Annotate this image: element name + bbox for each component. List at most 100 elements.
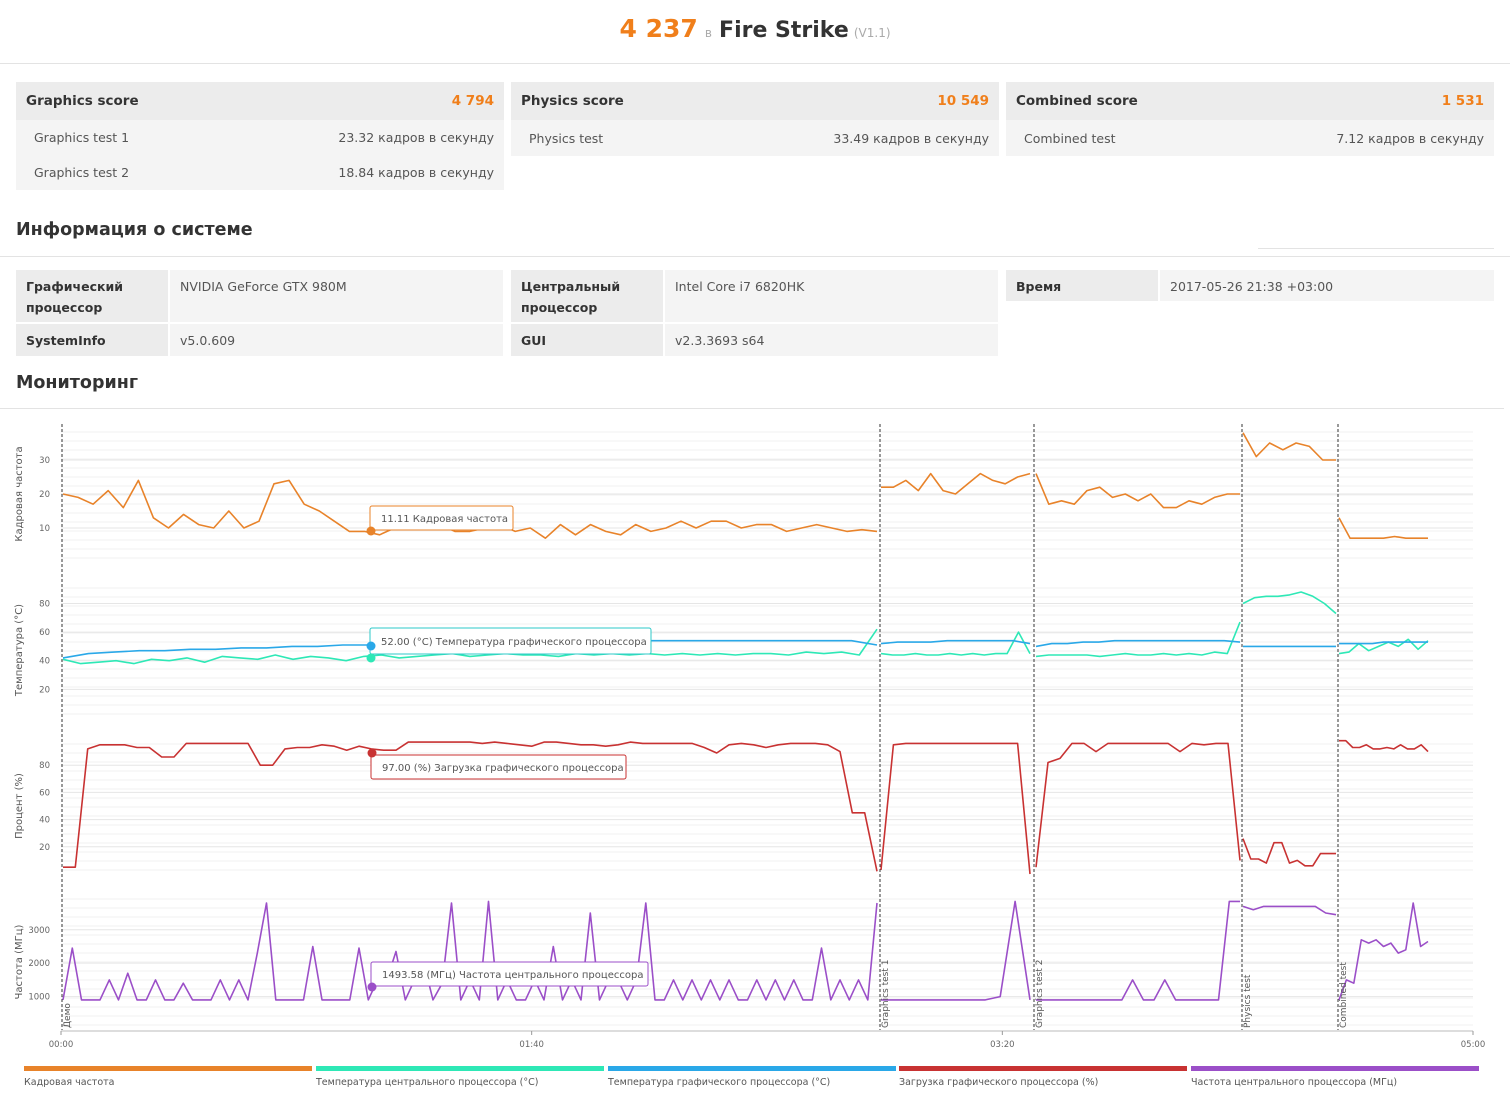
gpu-load-tooltip-dot [367,748,377,758]
test-row: Physics test 33.49 кадров в секунду [511,120,999,156]
test-name: Graphics test 1 [34,129,130,145]
y-tick-label: 20 [39,490,50,500]
gpu-temp-tooltip-text: 52.00 (°C) Температура графического проц… [381,637,647,648]
gpu-info-block: Графический процессор NVIDIA GeForce GTX… [16,270,503,358]
monitor-panel-3: 20 40 60 80 Процент (%) [14,739,1473,875]
y-tick-label: 80 [39,761,50,771]
fps-tooltip-text: 11.11 Кадровая частота [381,514,508,525]
series-line [880,631,1031,656]
test-row: Graphics test 2 18.84 кадров в секунду [16,154,504,190]
cpu-clock-tooltip-dot [367,982,377,992]
y-tick-label: 3000 [28,926,50,936]
y-tick-label: 40 [39,816,50,826]
legend-item[interactable]: Загрузка графического процессора (%) [899,1066,1187,1090]
fps-tooltip: 11.11 Кадровая частота [369,505,514,531]
y-axis-label: Частота (МГц) [14,924,25,999]
info-row: Время 2017-05-26 21:38 +03:00 [1006,270,1494,301]
series-line [881,900,1031,1001]
legend-label: Кадровая частота [24,1077,115,1088]
cpu-value: Intel Core i7 6820HK [665,270,998,322]
cpu-clock-tooltip: 1493.58 (МГц) Частота центрального проце… [370,961,649,987]
section-divider [0,408,1504,409]
test-row: Graphics test 1 23.32 кадров в секунду [16,120,504,154]
series-line [1338,902,1429,1001]
y-tick-label: 30 [39,456,50,466]
gpu-load-tooltip: 97.00 (%) Загрузка графического процессо… [370,754,627,780]
test-value: 33.49 кадров в секунду [833,130,989,146]
sysinfo-value: v5.0.609 [170,324,503,356]
graphics-score-card: Graphics score 4 794 Graphics test 1 23.… [16,82,504,190]
info-row: Графический процессор NVIDIA GeForce GTX… [16,270,503,322]
x-tick-label: 01:40 [519,1040,544,1050]
segment-label: Graphics test 2 [1035,960,1045,1028]
y-tick-label: 10 [39,524,50,534]
legend-item[interactable]: Температура центрального процессора (°C) [316,1066,604,1090]
section-divider-short [1258,248,1494,249]
legend-color-bar [608,1066,896,1071]
section-divider [0,256,1510,257]
gpu-label: Графический процессор [16,270,168,322]
test-value: 23.32 кадров в секунду [338,129,494,145]
monitor-panel-1: 10 20 30 Кадровая частота [14,431,1473,559]
score-card-header: Graphics score 4 794 [16,82,504,120]
test-value: 7.12 кадров в секунду [1336,130,1484,146]
x-tick-label: 05:00 [1461,1040,1486,1050]
cpu-temp-tooltip-dot [366,653,376,663]
gpu-temp-tooltip: 52.00 (°C) Температура графического проц… [369,627,652,655]
series-line [880,742,1031,875]
series-line [62,628,878,665]
physics-score-card: Physics score 10 549 Physics test 33.49 … [511,82,999,156]
fps-tooltip-dot [366,526,376,536]
segment-label: Graphics test 1 [881,960,891,1028]
legend-label: Частота центрального процессора (МГц) [1191,1077,1398,1088]
score-name: Physics score [521,93,624,109]
series-line [1338,517,1428,540]
overall-score: 4 237 [619,14,698,43]
series-line [62,479,878,540]
legend-item[interactable]: Температура графического процессора (°C) [608,1066,896,1090]
gui-value: v2.3.3693 s64 [665,324,998,356]
y-axis-label: Процент (%) [14,773,25,839]
y-tick-label: 80 [39,599,50,609]
series-line [1339,641,1428,645]
legend-color-bar [899,1066,1187,1071]
legend-label: Температура графического процессора (°C) [608,1077,831,1088]
series-line [1242,838,1336,867]
cpu-clock-tooltip-text: 1493.58 (МГц) Частота центрального проце… [382,970,643,981]
time-value: 2017-05-26 21:38 +03:00 [1160,270,1494,301]
time-label: Время [1006,270,1158,301]
y-tick-label: 20 [39,685,50,695]
y-tick-label: 60 [39,788,50,798]
series-line [1242,905,1337,916]
combined-score-card: Combined score 1 531 Combined test 7.12 … [1006,82,1494,156]
series-line [1339,739,1429,753]
legend-label: Загрузка графического процессора (%) [899,1077,1099,1088]
series-line [881,472,1031,495]
score-card-header: Physics score 10 549 [511,82,999,120]
segment-label: Physics test [1243,974,1253,1028]
monitoring-chart[interactable]: 10 20 30 Кадровая частота 20 40 60 80 Температур… [0,410,1510,1050]
x-tick-label: 03:20 [990,1040,1015,1050]
series-line [1035,742,1241,868]
series-line [1035,473,1240,509]
series-line [1035,621,1241,658]
x-tick-label: 00:00 [49,1040,74,1050]
series-line [1035,639,1241,648]
series-line [1242,591,1337,615]
info-row: GUI v2.3.3693 s64 [511,324,998,356]
series-line [880,639,1031,645]
y-tick-label: 60 [39,628,50,638]
segment-label: Combined test [1339,962,1349,1028]
legend-color-bar [1191,1066,1479,1071]
y-axis-label: Температура (°C) [14,604,25,697]
segment-label: Демо [63,1003,73,1028]
test-name: Graphics test 2 [34,164,130,180]
gpu-value: NVIDIA GeForce GTX 980M [170,270,503,322]
legend-item[interactable]: Кадровая частота [24,1066,312,1090]
test-row: Combined test 7.12 кадров в секунду [1006,120,1494,156]
legend-item[interactable]: Частота центрального процессора (МГц) [1191,1066,1479,1090]
system-info-title: Информация о системе [16,220,253,240]
y-axis-label: Кадровая частота [14,446,25,541]
series-line [1242,432,1336,461]
